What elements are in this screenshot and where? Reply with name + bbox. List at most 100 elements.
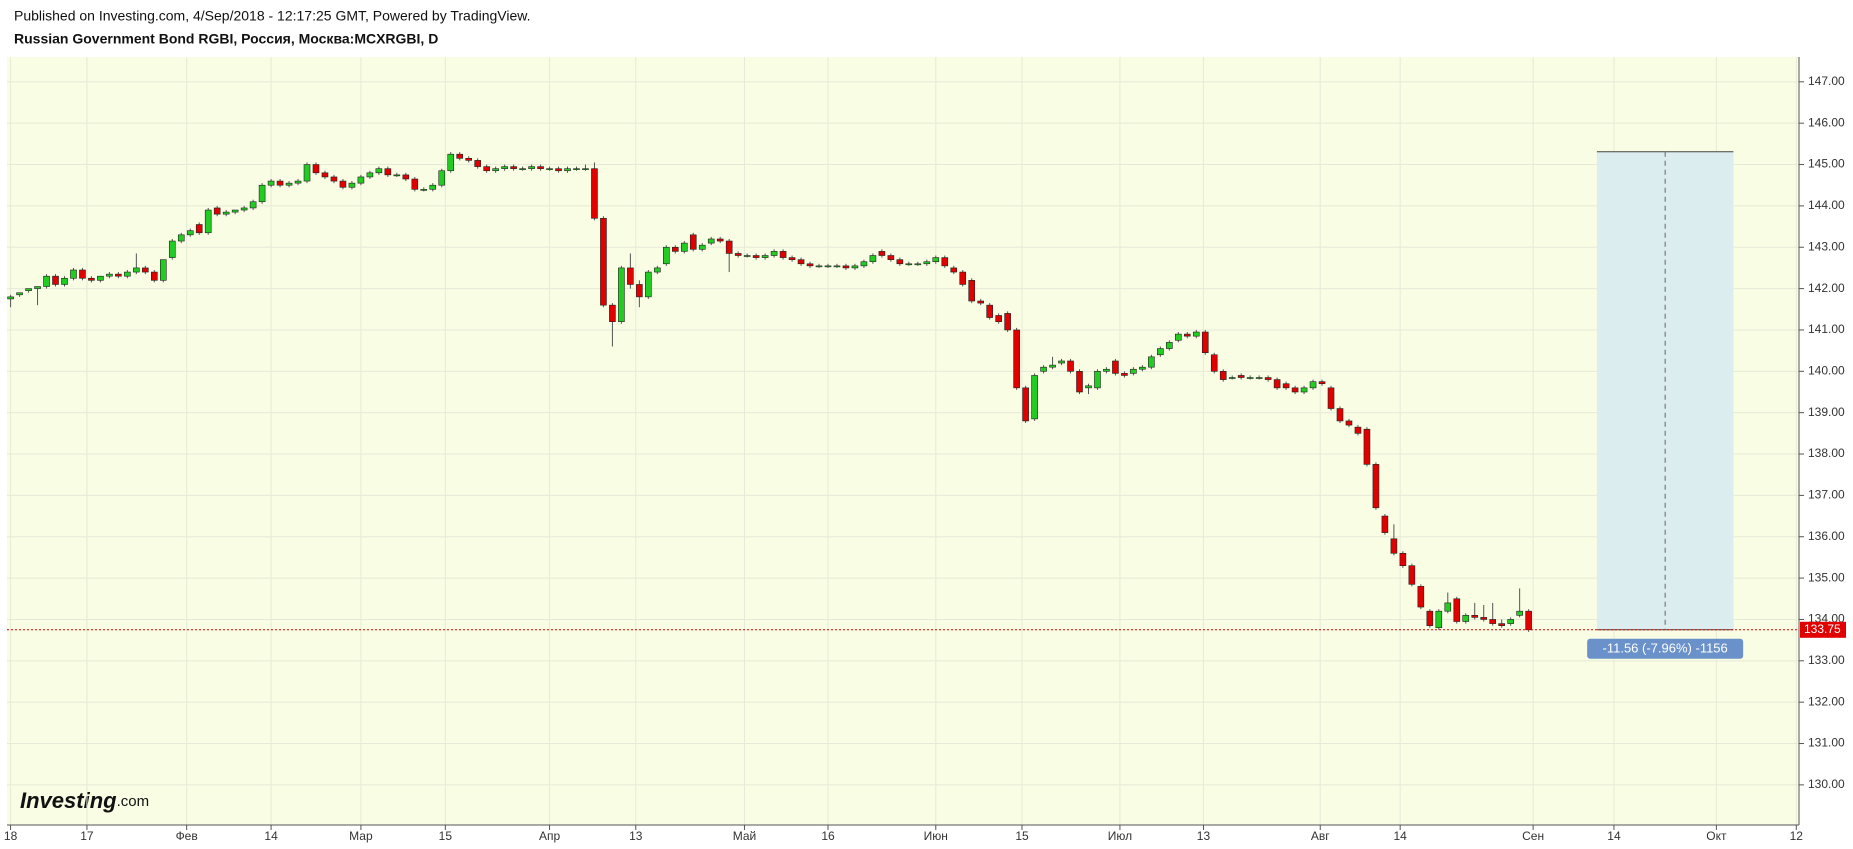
candle-body — [213, 207, 221, 215]
x-tick-label: Апр — [539, 829, 561, 843]
candle-body — [402, 174, 410, 180]
candle-body — [240, 207, 248, 211]
candle-body — [195, 224, 203, 234]
chart-title: Russian Government Bond RGBI, Россия, Мо… — [14, 31, 438, 47]
candle-body — [815, 265, 823, 268]
candle-body — [1022, 387, 1029, 422]
y-tick-label: 145.00 — [1808, 157, 1845, 171]
candle-body — [923, 261, 931, 265]
candle-body — [70, 269, 77, 279]
candle-body — [348, 182, 356, 188]
candle-body — [249, 201, 257, 209]
candle-body — [339, 180, 347, 188]
candle-body — [1291, 387, 1299, 393]
candle-body — [133, 267, 140, 273]
published-note: Published on Investing.com, 4/Sep/2018 -… — [14, 8, 531, 24]
candle-body — [115, 273, 122, 277]
candle-body — [1085, 385, 1092, 389]
y-tick-label: 138.00 — [1808, 446, 1845, 460]
candle-body — [887, 255, 895, 260]
candle-body — [151, 271, 158, 281]
y-tick-label: 141.00 — [1808, 322, 1845, 336]
candle-body — [357, 176, 365, 184]
candle-body — [1139, 366, 1146, 370]
candle-body — [582, 168, 589, 170]
last-price-label: 133.75 — [1804, 622, 1841, 636]
candle-body — [869, 255, 877, 263]
candle-body — [1372, 464, 1380, 509]
candle-body — [968, 280, 976, 302]
candle-body — [1219, 371, 1227, 380]
candle-body — [788, 257, 796, 260]
candle-body — [600, 217, 607, 306]
candle-body — [716, 238, 724, 242]
candle-body — [797, 259, 805, 265]
candle-body — [734, 253, 742, 256]
candle-body — [932, 257, 940, 263]
y-tick-label: 143.00 — [1808, 239, 1845, 253]
candle-body — [1004, 313, 1011, 331]
x-tick-label: 13 — [629, 829, 643, 843]
candle-body — [1237, 375, 1245, 378]
candle-body — [995, 315, 1002, 322]
candle-body — [186, 230, 194, 236]
y-tick-label: 142.00 — [1808, 281, 1845, 295]
y-tick-label: 133.00 — [1808, 653, 1845, 667]
candle-body — [1381, 515, 1389, 533]
candle-body — [52, 275, 59, 285]
x-tick-label: 14 — [264, 829, 278, 843]
candle-body — [393, 174, 401, 177]
candle-body — [366, 172, 374, 178]
candle-body — [645, 271, 652, 298]
x-tick-label: 14 — [1393, 829, 1407, 843]
candle-body — [914, 263, 922, 266]
candle-body — [842, 265, 850, 269]
y-tick-label: 131.00 — [1808, 736, 1845, 750]
candle-body — [1076, 371, 1083, 393]
candle-body — [303, 164, 311, 182]
candle-body — [636, 284, 643, 298]
x-tick-label: 18 — [4, 829, 18, 843]
candle-body — [1192, 331, 1200, 337]
candle-body — [321, 172, 329, 178]
candle-body — [1282, 383, 1290, 389]
candle-body — [1157, 348, 1164, 356]
candle-body — [1390, 538, 1398, 554]
candle-body — [88, 277, 95, 281]
candle-body — [1040, 366, 1047, 372]
candle-body — [276, 180, 284, 186]
candle-body — [1345, 420, 1353, 426]
candle-body — [977, 300, 984, 304]
candle-body — [1480, 617, 1488, 620]
candle-body — [528, 166, 535, 169]
candle-body — [97, 275, 104, 281]
logo-suffix: .com — [117, 793, 150, 810]
x-tick-label: 15 — [439, 829, 453, 843]
logo: Investing.com — [20, 788, 149, 813]
candle-body — [510, 166, 517, 169]
candle-body — [1453, 598, 1461, 622]
candle-body — [537, 166, 544, 169]
candle-body — [950, 267, 958, 273]
candle-body — [770, 251, 778, 256]
x-tick-label: Июл — [1108, 829, 1132, 843]
candle-body — [591, 168, 598, 219]
candle-body — [1175, 333, 1182, 341]
candle-body — [177, 234, 185, 242]
logo-brand: Investing — [20, 788, 117, 813]
candle-body — [779, 251, 787, 258]
y-tick-label: 132.00 — [1808, 694, 1845, 708]
candle-body — [833, 265, 841, 268]
candle-body — [896, 259, 904, 265]
candle-body — [285, 182, 293, 186]
candle-body — [501, 166, 508, 169]
candle-body — [1255, 377, 1263, 379]
candle-body — [627, 267, 634, 285]
candle-body — [1130, 368, 1137, 374]
x-tick-label: Окт — [1706, 829, 1727, 843]
candle-body — [1148, 356, 1155, 368]
candle-body — [986, 304, 993, 318]
candle-body — [61, 277, 68, 285]
candle-body — [878, 251, 886, 256]
